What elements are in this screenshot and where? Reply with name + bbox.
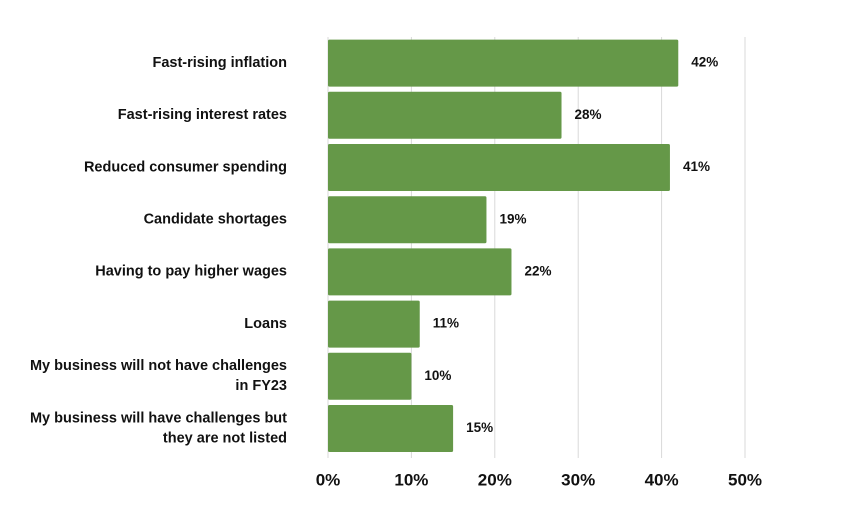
value-label: 15% [466, 420, 493, 435]
category-labels: Fast-rising inflation Fast-rising interes… [30, 55, 287, 446]
category-label: in FY23 [235, 378, 287, 394]
bar [328, 91, 562, 139]
x-tick-label: 30% [561, 470, 595, 489]
value-label: 41% [683, 159, 710, 174]
category-label: My business will have challenges but [30, 410, 287, 426]
value-label: 10% [424, 368, 451, 383]
bars [328, 39, 679, 452]
bar [328, 39, 679, 87]
x-tick-label: 10% [394, 470, 428, 489]
bar [328, 144, 670, 191]
value-labels: 42% 28% 41% 19% 22% 11% 10% 15% [424, 55, 718, 435]
category-label: My business will not have challenges [30, 358, 287, 374]
value-label: 42% [691, 55, 718, 70]
category-label: Loans [244, 316, 287, 332]
value-label: 11% [433, 316, 459, 331]
value-label: 22% [524, 263, 551, 278]
bar [328, 352, 412, 400]
category-label: Having to pay higher wages [95, 264, 287, 280]
x-axis-tick-labels: 0% 10% 20% 30% 40% 50% [316, 470, 762, 489]
bar [328, 196, 487, 244]
bar [328, 300, 420, 348]
x-tick-label: 50% [728, 470, 762, 489]
x-tick-label: 0% [316, 470, 341, 489]
category-label: Fast-rising interest rates [118, 107, 287, 123]
category-label: they are not listed [163, 430, 287, 446]
category-label: Reduced consumer spending [84, 159, 287, 175]
x-tick-label: 40% [645, 470, 679, 489]
category-label: Candidate shortages [144, 212, 287, 228]
x-tick-label: 20% [478, 470, 512, 489]
value-label: 19% [499, 211, 526, 226]
category-label: Fast-rising inflation [152, 55, 287, 71]
value-label: 28% [575, 107, 602, 122]
bar [328, 248, 512, 296]
bar [328, 405, 454, 452]
